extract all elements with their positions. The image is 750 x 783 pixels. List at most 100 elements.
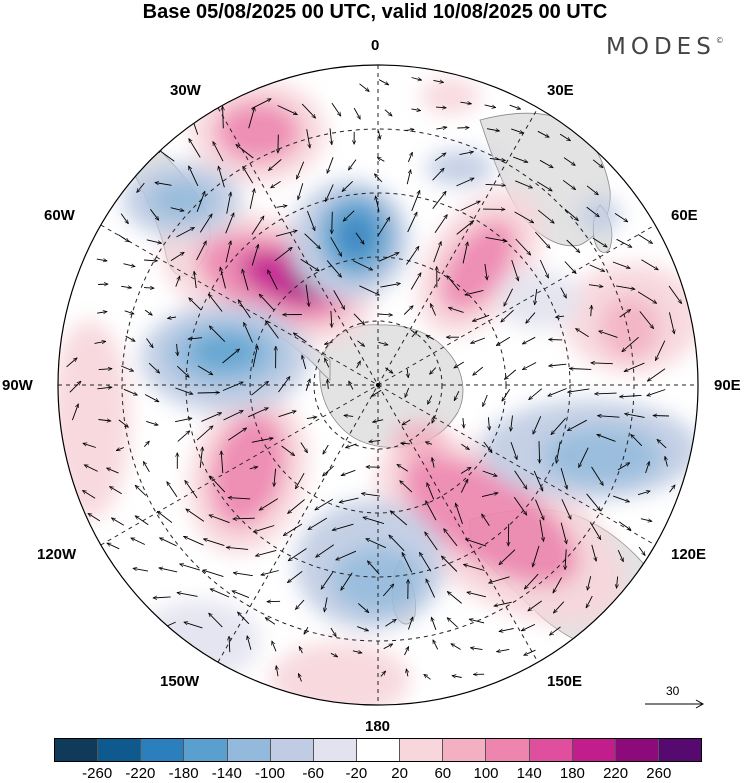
wind-vector xyxy=(455,503,463,525)
wind-vector xyxy=(668,285,682,304)
wind-vector xyxy=(303,626,309,634)
wind-vector xyxy=(367,561,380,575)
wind-vector xyxy=(524,573,539,589)
wind-vector xyxy=(324,597,328,612)
wind-vector xyxy=(276,206,288,208)
wind-vector xyxy=(229,636,230,653)
colorbar-tick-label: -260 xyxy=(82,765,113,782)
wind-vector xyxy=(236,145,254,159)
wind-vector xyxy=(226,547,249,550)
lon-label-30w: 30W xyxy=(170,82,201,99)
wind-vector xyxy=(587,575,592,590)
wind-vector xyxy=(407,152,412,163)
wind-vector xyxy=(433,242,442,263)
anomaly-positive xyxy=(270,642,410,705)
wind-vector xyxy=(465,289,484,295)
wind-vector xyxy=(402,419,411,425)
wind-vector xyxy=(228,428,246,441)
wind-vector xyxy=(589,264,605,272)
wind-vector xyxy=(131,537,145,545)
wind-vector xyxy=(631,434,643,447)
wind-vector xyxy=(595,393,617,394)
wind-vector xyxy=(539,441,540,463)
wind-vector xyxy=(189,139,201,158)
wind-vector xyxy=(461,443,469,449)
wind-vector xyxy=(425,442,433,444)
wind-vector xyxy=(613,495,629,502)
lon-label-150w: 150W xyxy=(160,673,200,690)
anomaly-negative xyxy=(580,197,620,233)
wind-vector xyxy=(432,168,445,181)
colorbar-tick-label: 260 xyxy=(646,765,672,782)
wind-vector xyxy=(668,312,674,333)
wind-vector xyxy=(197,393,220,394)
wind-vector xyxy=(501,309,514,322)
wind-vector xyxy=(212,142,224,162)
wind-vector xyxy=(597,434,616,442)
anomaly-negative xyxy=(500,270,580,330)
wind-vector xyxy=(300,442,308,453)
wind-vector xyxy=(485,236,508,241)
wind-vector xyxy=(378,79,389,86)
wind-vector xyxy=(342,180,354,191)
wind-vector xyxy=(482,470,498,476)
wind-vector xyxy=(135,516,149,526)
wind-vector xyxy=(456,221,474,235)
colorbar-tick-label: -100 xyxy=(254,765,286,782)
wind-vector xyxy=(411,331,417,338)
wind-vector xyxy=(617,463,630,471)
wind-vector xyxy=(306,417,317,419)
wind-vector xyxy=(199,214,212,233)
wind-vector xyxy=(343,210,355,222)
reference-vector-head xyxy=(695,699,705,709)
wind-vector xyxy=(514,470,527,489)
wind-vector xyxy=(566,239,580,253)
wind-vector xyxy=(470,648,483,650)
wind-vector xyxy=(404,647,410,656)
wind-vector xyxy=(460,200,481,211)
wind-vector xyxy=(503,288,514,307)
wind-vector xyxy=(107,467,119,474)
colorbar-segment xyxy=(658,739,702,761)
colorbar-segment xyxy=(270,739,314,761)
wind-vector xyxy=(380,671,386,677)
anomaly-negative xyxy=(338,214,374,258)
wind-vector xyxy=(560,467,567,489)
wind-vector xyxy=(665,456,668,467)
wind-vector xyxy=(497,649,510,651)
wind-vector xyxy=(251,381,268,396)
wind-vector xyxy=(401,553,413,573)
wind-vector xyxy=(522,336,536,345)
anomaly-field xyxy=(58,78,698,705)
wind-vector xyxy=(330,237,343,256)
wind-vector xyxy=(568,388,590,392)
wind-vector xyxy=(637,291,657,304)
wind-vector xyxy=(144,394,159,403)
wind-vector xyxy=(407,368,408,378)
wind-vector xyxy=(253,525,275,533)
wind-vector xyxy=(397,464,409,472)
wind-vector xyxy=(201,412,221,422)
wind-vector xyxy=(210,588,230,598)
wind-vector xyxy=(407,212,418,233)
wind-vector xyxy=(175,387,193,394)
wind-vector xyxy=(274,247,293,262)
colorbar-segment xyxy=(313,739,357,761)
wind-vector xyxy=(184,622,203,629)
wind-vector xyxy=(669,485,675,493)
wind-vector xyxy=(170,207,184,211)
anomaly-negative xyxy=(148,180,216,220)
wind-vector xyxy=(120,213,128,224)
wind-vector xyxy=(589,522,601,539)
wind-vector xyxy=(97,312,107,314)
wind-vector xyxy=(591,305,592,317)
wind-vector xyxy=(209,294,223,312)
wind-vector xyxy=(143,288,154,289)
wind-vector xyxy=(591,544,597,561)
colorbar-tick-label: 20 xyxy=(391,765,408,782)
wind-vector xyxy=(448,308,464,313)
wind-vector xyxy=(486,129,500,131)
wind-vector xyxy=(567,419,588,431)
wind-vector xyxy=(327,379,328,390)
wind-vector xyxy=(221,451,223,474)
